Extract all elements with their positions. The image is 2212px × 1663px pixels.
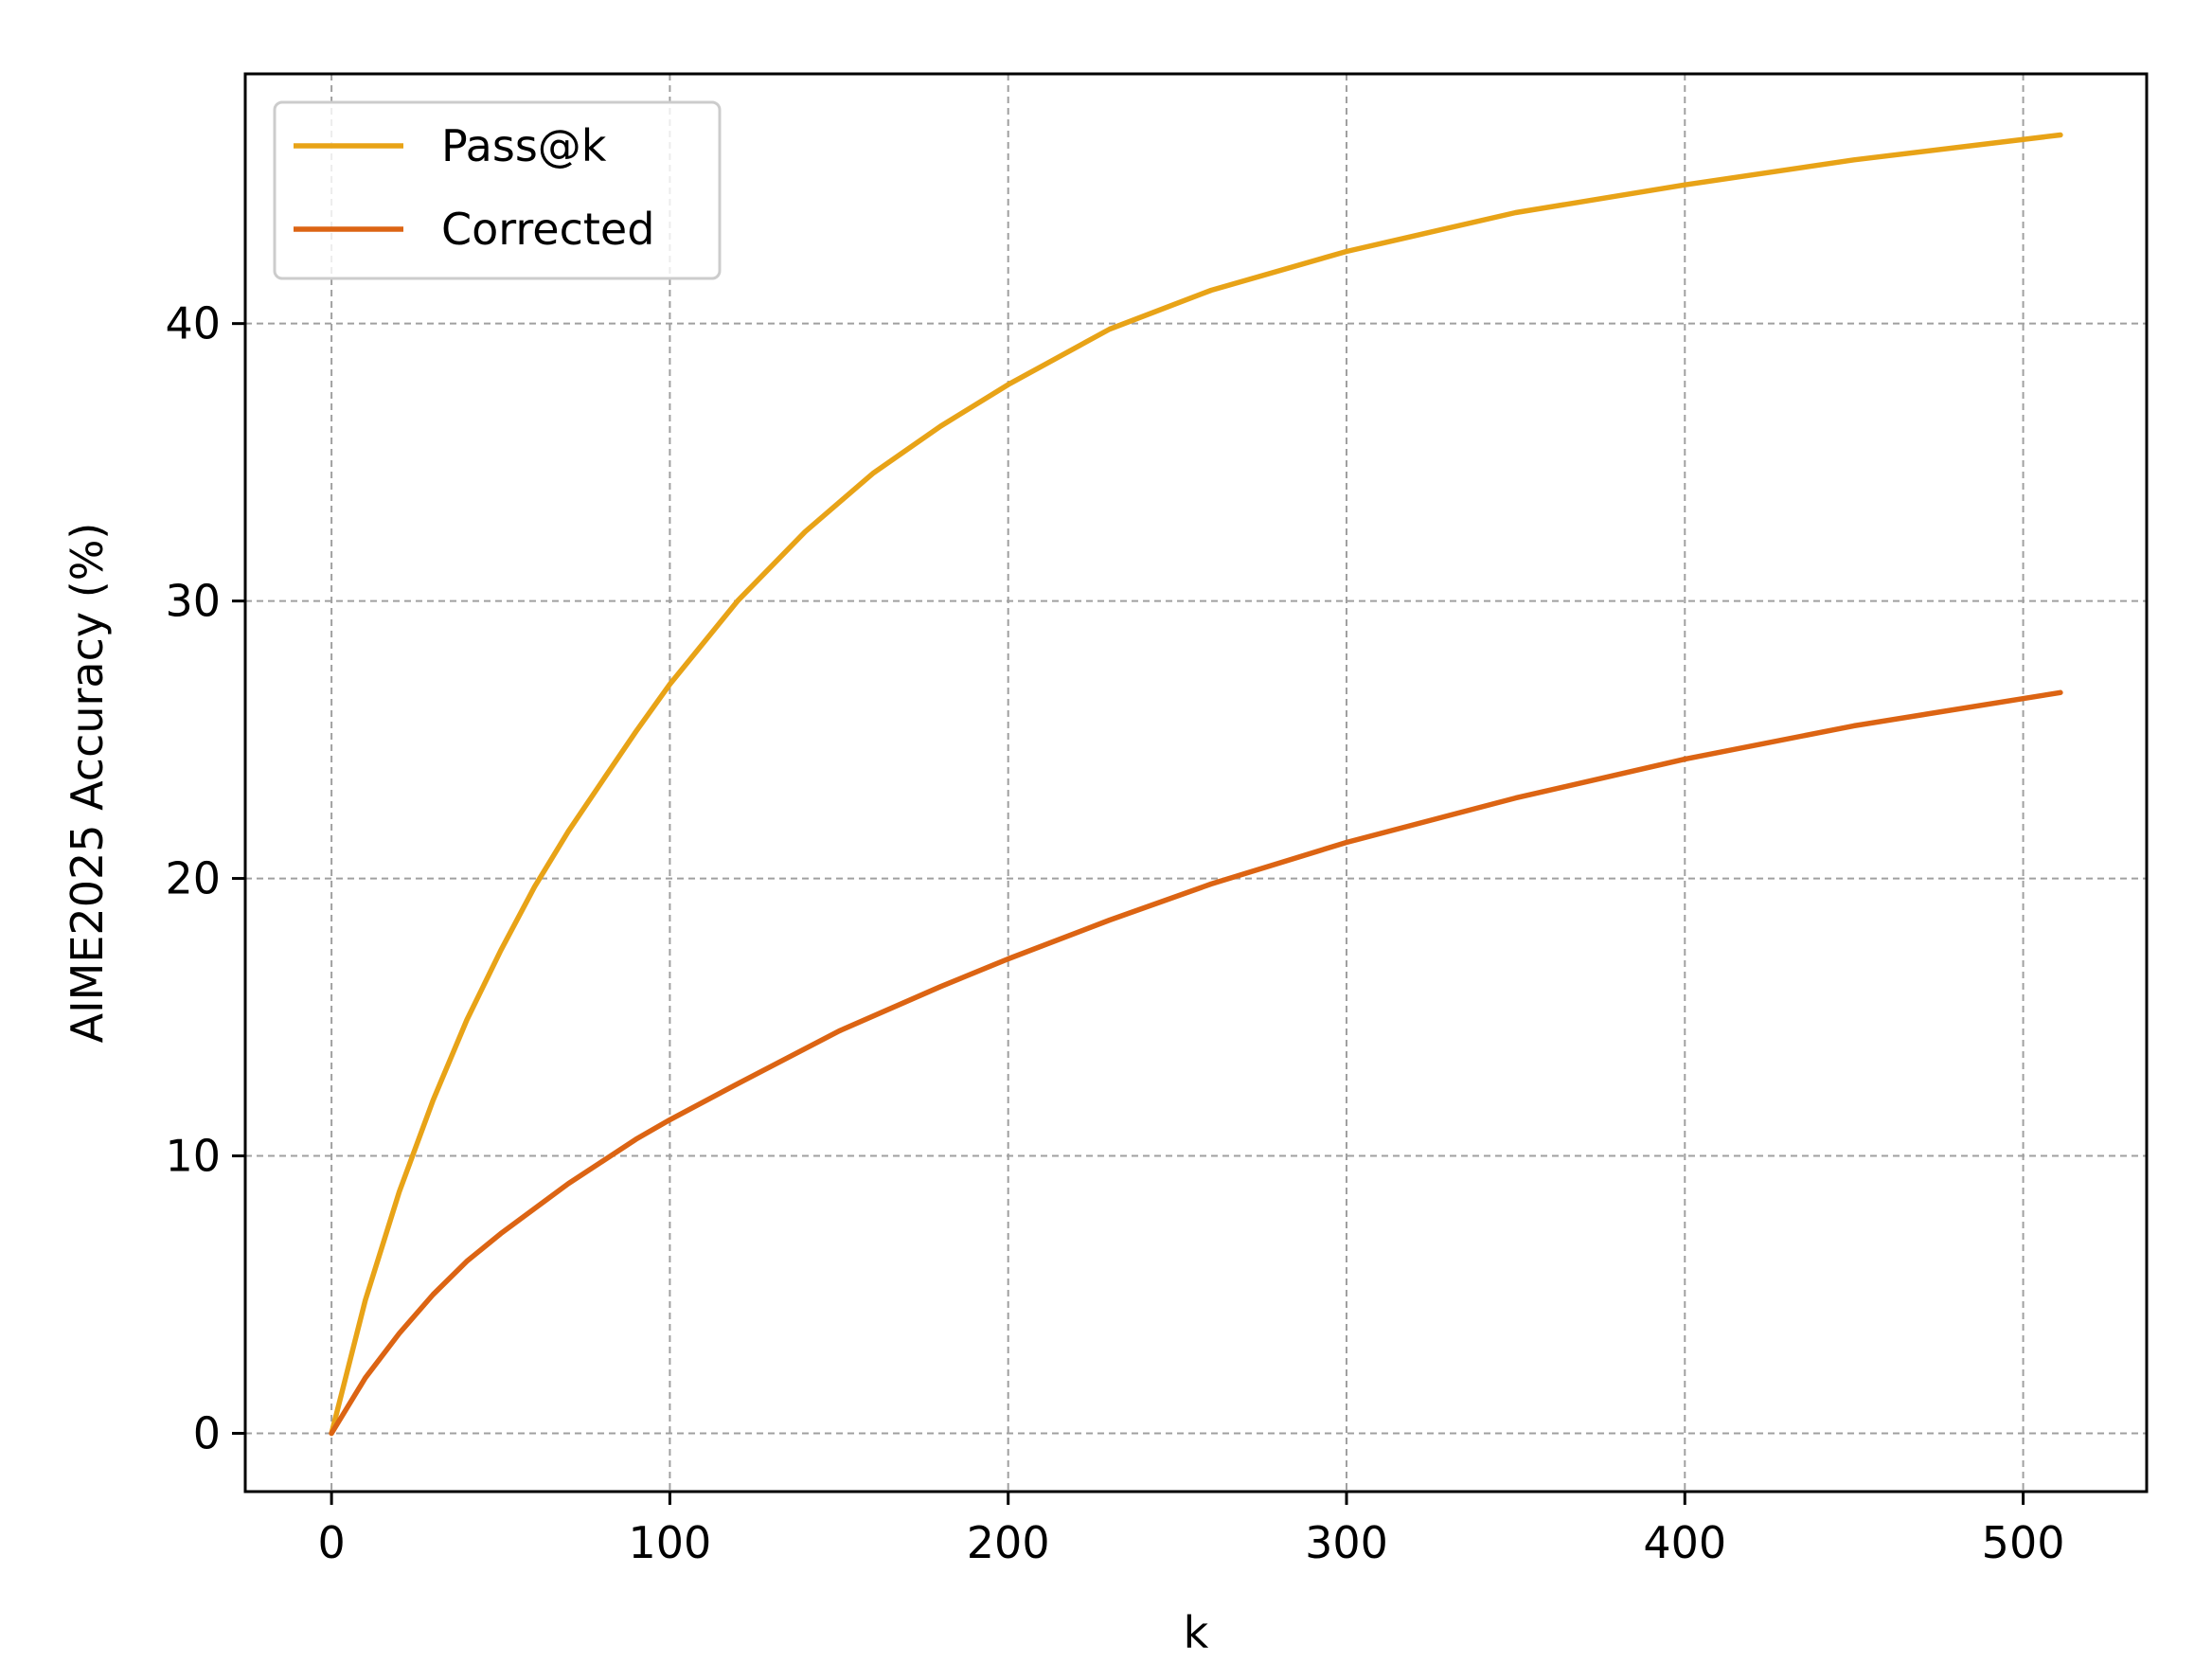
plot-frame bbox=[243, 72, 2149, 1493]
legend: Pass@k Corrected bbox=[273, 100, 722, 280]
legend-label: Pass@k bbox=[441, 120, 607, 171]
y-tick-label: 30 bbox=[165, 576, 221, 627]
y-tick-label: 40 bbox=[165, 298, 221, 349]
axis-ticks: 0 100 200 300 400 500 0 10 20 30 40 bbox=[165, 298, 2064, 1568]
x-tick-label: 100 bbox=[628, 1517, 711, 1568]
x-tick-label: 0 bbox=[317, 1517, 345, 1568]
x-tick-label: 400 bbox=[1643, 1517, 1726, 1568]
y-axis-label: AIME2025 Accuracy (%) bbox=[62, 523, 113, 1044]
y-tick-label: 20 bbox=[165, 853, 221, 904]
y-tick-label: 10 bbox=[165, 1131, 221, 1182]
series-line-pass-k bbox=[329, 132, 2063, 1437]
legend-label: Corrected bbox=[441, 204, 654, 255]
x-tick-label: 200 bbox=[967, 1517, 1050, 1568]
x-tick-label: 500 bbox=[1982, 1517, 2065, 1568]
series-line-corrected bbox=[329, 689, 2063, 1437]
series-lines bbox=[329, 132, 2063, 1437]
x-axis-label: k bbox=[1184, 1607, 1209, 1658]
legend-entries: Pass@k Corrected bbox=[294, 120, 654, 255]
x-tick-label: 300 bbox=[1305, 1517, 1388, 1568]
grid bbox=[245, 74, 2147, 1492]
y-tick-label: 0 bbox=[193, 1407, 221, 1458]
